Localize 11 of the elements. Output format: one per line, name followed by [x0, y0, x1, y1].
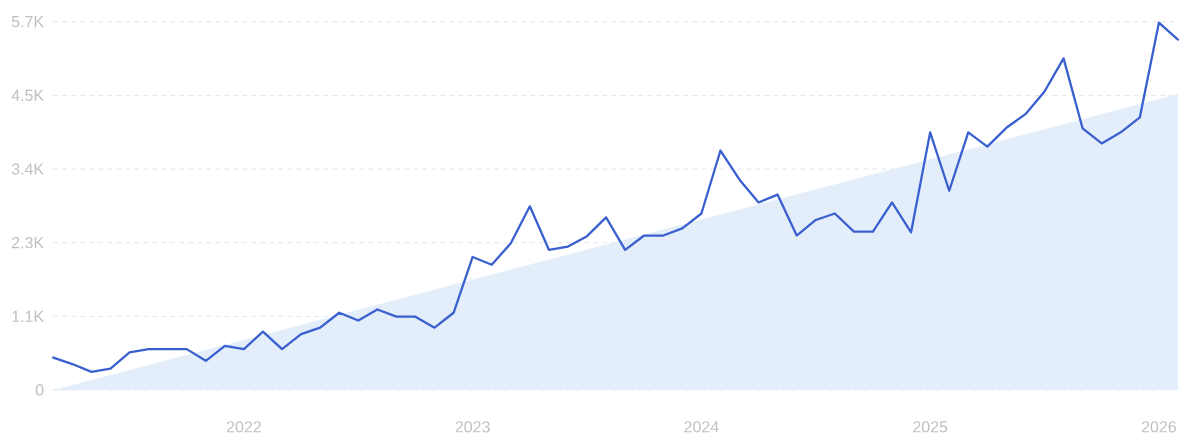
- y-tick-label: 4.5K: [11, 89, 44, 101]
- y-tick-label: 1.1K: [12, 310, 44, 322]
- x-tick-label: 2023: [455, 421, 490, 433]
- x-tick-label: 2026: [1141, 421, 1176, 433]
- x-tick-label: 2022: [226, 421, 261, 433]
- x-tick-label: 2025: [913, 421, 948, 433]
- y-tick-label: 0: [35, 384, 44, 396]
- x-tick-label: 2024: [684, 421, 719, 433]
- y-tick-label: 5.7K: [11, 16, 44, 28]
- y-tick-label: 3.4K: [11, 163, 44, 175]
- y-tick-label: 2.3K: [12, 237, 44, 249]
